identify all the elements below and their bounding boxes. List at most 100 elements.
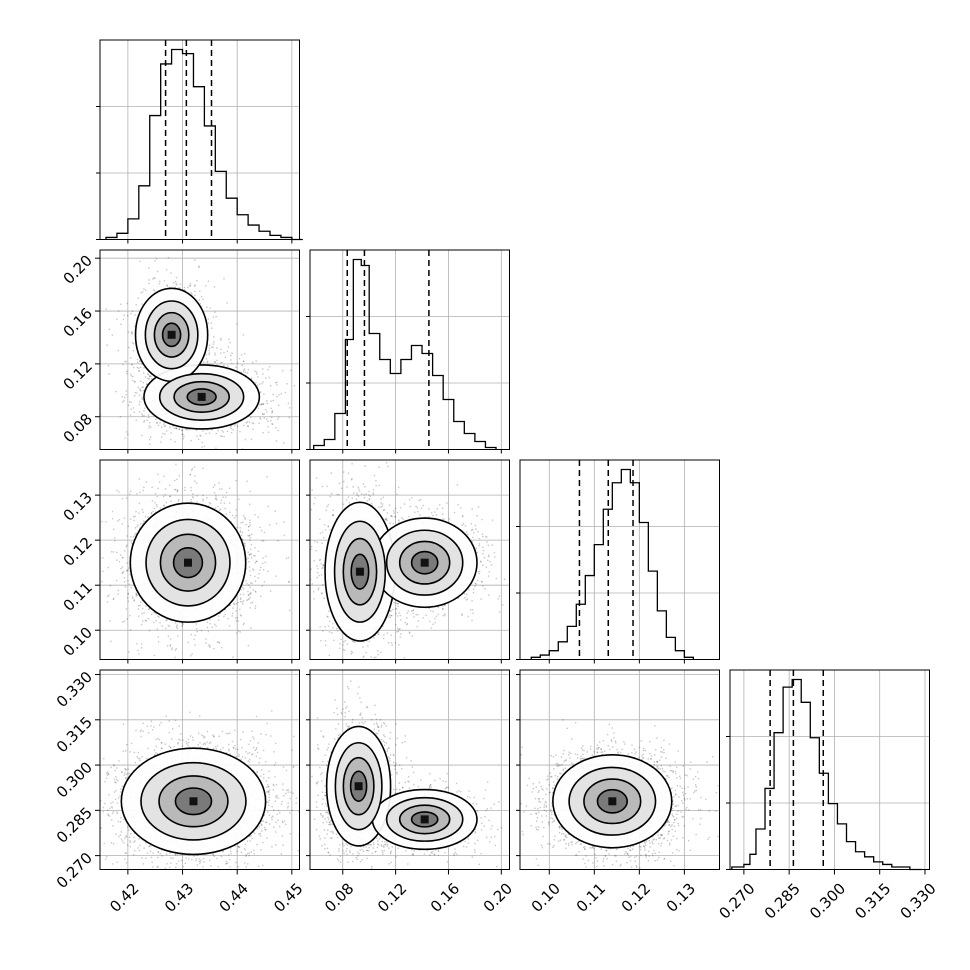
scatter-point bbox=[159, 507, 162, 509]
scatter-point bbox=[194, 644, 196, 646]
scatter-point bbox=[159, 422, 161, 424]
scatter-point bbox=[100, 413, 102, 416]
scatter-point bbox=[123, 399, 125, 402]
scatter-point bbox=[251, 582, 253, 584]
scatter-point bbox=[248, 584, 250, 586]
scatter-point bbox=[138, 502, 141, 505]
scatter-point bbox=[176, 627, 178, 629]
scatter-point bbox=[150, 375, 152, 378]
scatter-point bbox=[229, 341, 231, 344]
scatter-point bbox=[147, 377, 149, 379]
scatter-point bbox=[111, 510, 114, 513]
scatter-point bbox=[122, 570, 125, 573]
scatter-point bbox=[159, 280, 161, 283]
scatter-point bbox=[123, 577, 126, 579]
scatter-point bbox=[313, 419, 314, 420]
scatter-point bbox=[190, 486, 192, 489]
scatter-point bbox=[250, 533, 253, 535]
scatter-point bbox=[132, 535, 135, 538]
scatter-point bbox=[106, 595, 109, 597]
scatter-point bbox=[169, 638, 172, 640]
scatter-point bbox=[229, 511, 231, 513]
scatter-point bbox=[161, 436, 163, 438]
scatter-point bbox=[192, 493, 194, 495]
scatter-point bbox=[157, 615, 159, 618]
scatter-point bbox=[262, 403, 265, 405]
scatter-point bbox=[169, 645, 172, 647]
scatter-point bbox=[248, 525, 250, 528]
scatter-point bbox=[139, 604, 141, 607]
scatter-point bbox=[240, 597, 242, 599]
scatter-point bbox=[256, 560, 258, 563]
scatter-point bbox=[144, 376, 147, 378]
scatter-point bbox=[215, 315, 217, 318]
scatter-point bbox=[127, 314, 129, 317]
scatter-point bbox=[249, 521, 251, 524]
scatter-point bbox=[228, 625, 231, 627]
scatter-point bbox=[229, 426, 231, 429]
scatter-point bbox=[288, 581, 290, 583]
scatter-point bbox=[139, 360, 141, 363]
scatter-point bbox=[171, 647, 173, 649]
scatter-point bbox=[139, 260, 141, 263]
scatter-point bbox=[167, 451, 168, 452]
scatter-point bbox=[165, 430, 168, 432]
scatter-point bbox=[227, 346, 230, 348]
scatter-point bbox=[141, 413, 143, 416]
scatter-point bbox=[230, 354, 232, 357]
scatter-point bbox=[267, 570, 269, 572]
scatter-point bbox=[133, 599, 135, 601]
scatter-point bbox=[215, 495, 217, 497]
scatter-point bbox=[179, 283, 182, 285]
scatter-point bbox=[285, 557, 288, 560]
scatter-point bbox=[127, 404, 130, 406]
scatter-point bbox=[248, 598, 250, 600]
scatter-point bbox=[126, 544, 128, 547]
scatter-point bbox=[249, 490, 251, 493]
scatter-point bbox=[268, 366, 271, 368]
scatter-point bbox=[175, 280, 177, 283]
scatter-point bbox=[153, 611, 155, 614]
scatter-point bbox=[202, 298, 204, 301]
scatter-point bbox=[260, 529, 263, 532]
scatter-point bbox=[230, 359, 232, 361]
scatter-point bbox=[214, 361, 217, 363]
scatter-point bbox=[127, 593, 129, 595]
scatter-point bbox=[261, 585, 263, 587]
scatter-point bbox=[230, 521, 232, 523]
histogram-step bbox=[731, 678, 922, 871]
scatter-point bbox=[212, 343, 215, 345]
scatter-point bbox=[221, 488, 223, 490]
scatter-point bbox=[143, 410, 145, 412]
scatter-point bbox=[123, 517, 126, 519]
scatter-point bbox=[178, 428, 181, 430]
scatter-point bbox=[257, 516, 259, 518]
scatter-point bbox=[131, 332, 133, 334]
scatter-point bbox=[150, 512, 153, 515]
scatter-point bbox=[249, 586, 251, 589]
scatter-point bbox=[169, 286, 171, 289]
scatter-point bbox=[240, 371, 243, 374]
scatter-point bbox=[261, 403, 263, 406]
scatter-point bbox=[216, 359, 218, 362]
scatter-point bbox=[244, 438, 247, 441]
scatter-point bbox=[132, 375, 134, 378]
scatter-point bbox=[190, 655, 192, 657]
scatter-point bbox=[248, 421, 251, 423]
histogram-panel-0 bbox=[96, 39, 303, 241]
scatter-point bbox=[190, 633, 193, 636]
scatter-point bbox=[137, 361, 139, 364]
scatter-point bbox=[206, 621, 209, 623]
scatter-point bbox=[113, 537, 116, 539]
scatter-point bbox=[139, 360, 141, 362]
scatter-point bbox=[130, 357, 132, 359]
scatter-point bbox=[164, 425, 167, 427]
scatter-point bbox=[198, 299, 200, 301]
scatter-point bbox=[268, 376, 270, 379]
scatter-point bbox=[158, 283, 161, 285]
scatter-point bbox=[131, 363, 134, 366]
scatter-point bbox=[272, 393, 274, 396]
histogram-panel-1 bbox=[306, 249, 510, 450]
scatter-point bbox=[209, 645, 211, 647]
scatter-point bbox=[175, 625, 178, 628]
